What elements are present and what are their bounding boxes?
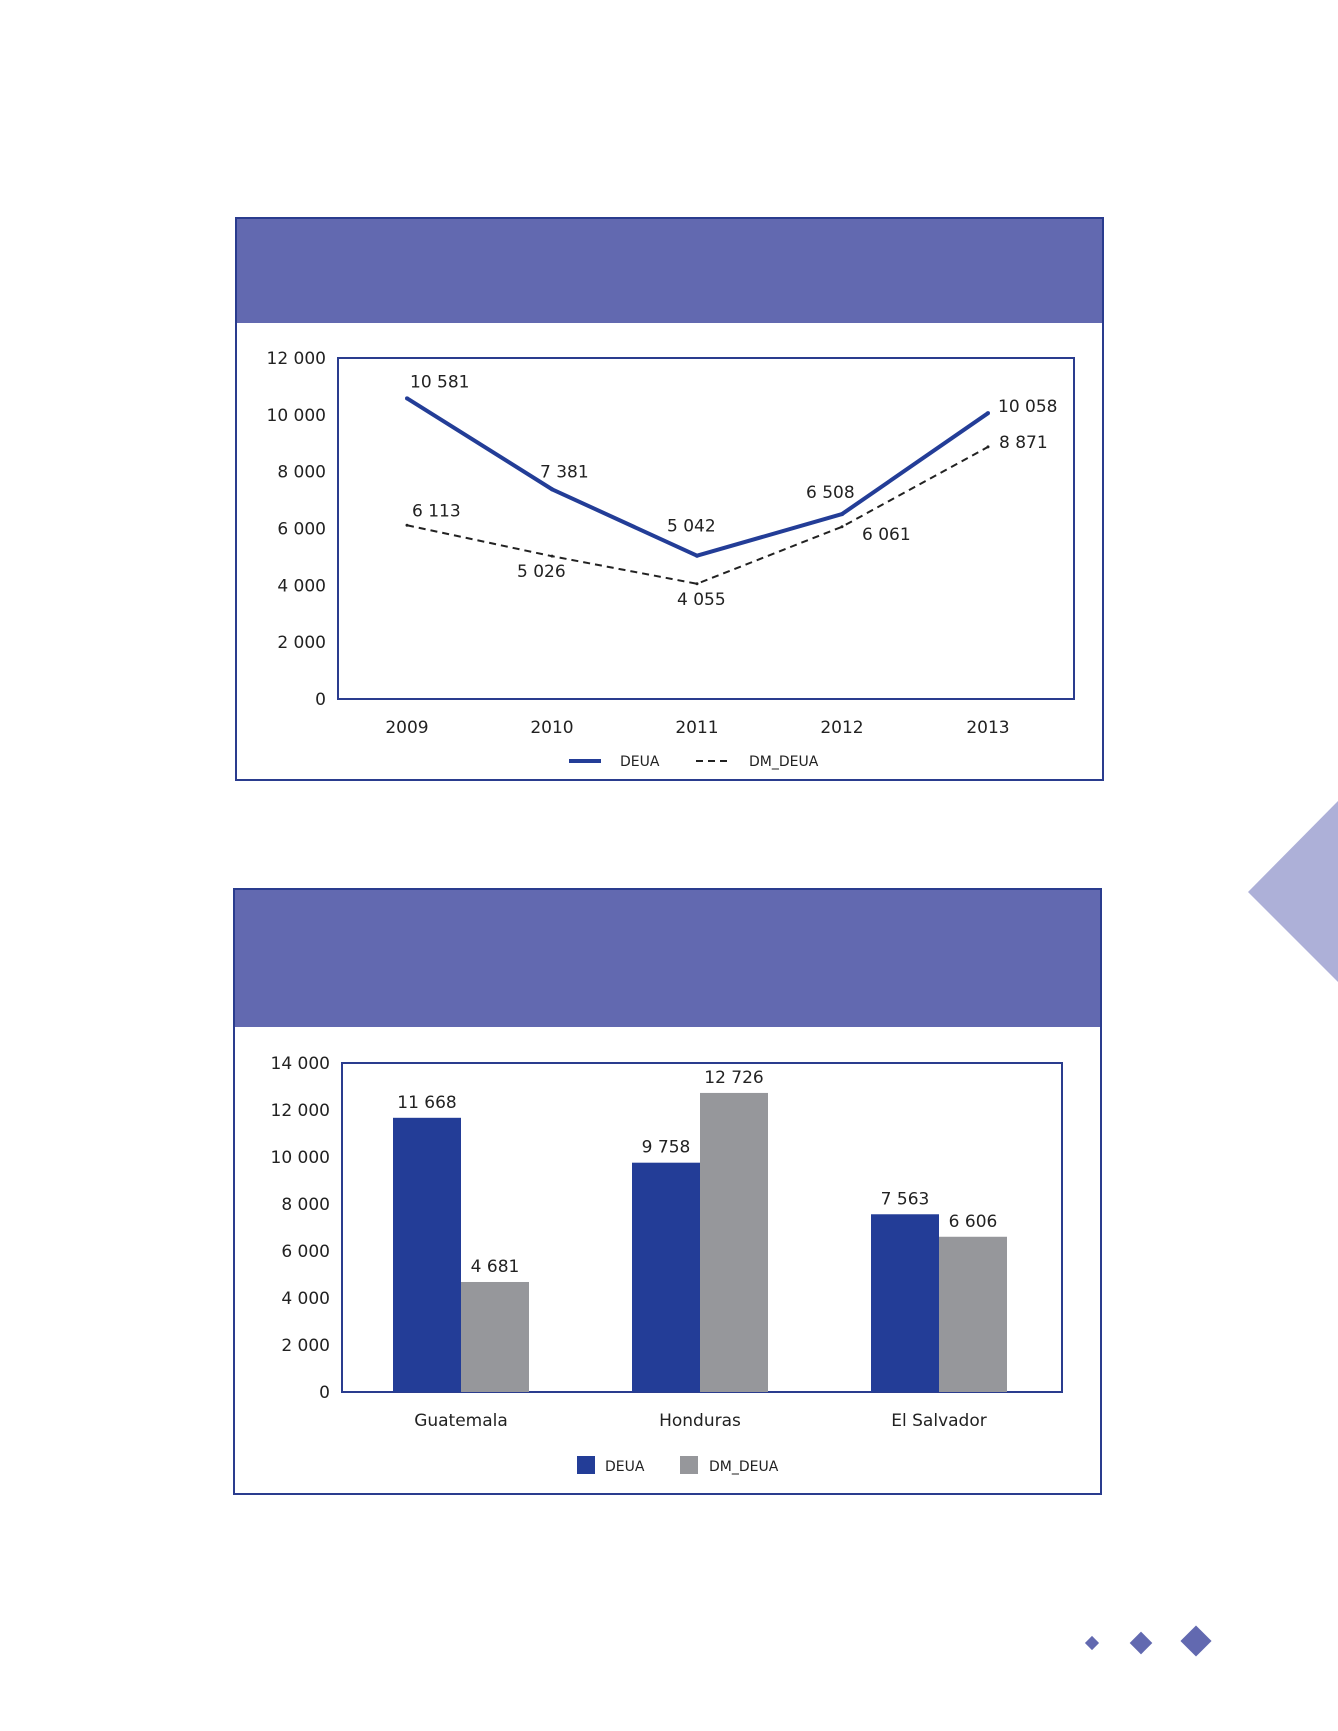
bar-chart-header-bar: [235, 890, 1100, 1027]
data-label-dm-deua: 6 113: [412, 501, 461, 521]
legend-label-deua: DEUA: [620, 754, 660, 770]
y-tick-label: 4 000: [277, 576, 326, 596]
data-point-dm-deua: [405, 523, 409, 527]
data-point-dm-deua: [986, 445, 990, 449]
line-chart-figure: 0 2 000 4 000 6 000 8 000 10 000 12 000 2009 201…: [235, 217, 1104, 781]
legend-label-dm-deua: DM_DEUA: [749, 754, 819, 770]
series-line-dm-deua: [406, 446, 989, 585]
data-point-deua: [840, 512, 844, 517]
data-label-deua: 9 758: [642, 1138, 691, 1158]
x-tick-label: El Salvador: [891, 1411, 986, 1431]
data-point-deua: [405, 396, 409, 401]
legend-label-dm-deua: DM_DEUA: [709, 1459, 779, 1475]
data-label-deua: 10 581: [410, 372, 469, 392]
y-tick-label: 10 000: [271, 1148, 330, 1168]
data-label-deua: 7 563: [881, 1189, 930, 1209]
legend-swatch-deua: [577, 1456, 595, 1474]
x-tick-label: 2010: [530, 718, 573, 738]
y-tick-label: 14 000: [271, 1054, 330, 1074]
y-tick-label: 12 000: [271, 1101, 330, 1121]
x-tick-label: 2009: [385, 718, 428, 738]
y-tick-label: 8 000: [281, 1195, 330, 1215]
bar-dm-deua: [700, 1092, 768, 1392]
bar-deua: [393, 1117, 461, 1392]
y-tick-label: 8 000: [277, 463, 326, 483]
data-label-dm-deua: 4 055: [677, 590, 726, 610]
bar-dm-deua: [461, 1281, 529, 1392]
data-point-deua: [695, 553, 699, 558]
line-chart-header-bar: [237, 219, 1102, 323]
legend-swatch-dm-deua: [680, 1456, 698, 1474]
x-tick-label: 2013: [966, 718, 1009, 738]
y-tick-label: 4 000: [281, 1289, 330, 1309]
x-tick-label: Guatemala: [414, 1411, 508, 1431]
data-point-deua: [986, 411, 990, 416]
y-tick-label: 0: [319, 1383, 330, 1403]
data-point-dm-deua: [840, 525, 844, 529]
legend-label-deua: DEUA: [605, 1459, 645, 1475]
data-label-deua: 10 058: [998, 397, 1057, 417]
plot-frame: [337, 357, 1075, 700]
y-tick-label: 6 000: [281, 1242, 330, 1262]
data-label-dm-deua: 4 681: [471, 1257, 520, 1277]
data-label-deua: 6 508: [806, 483, 855, 503]
data-label-deua: 7 381: [540, 462, 589, 482]
data-label-dm-deua: 8 871: [999, 433, 1048, 453]
bar-deua: [632, 1162, 700, 1392]
y-tick-label: 2 000: [281, 1336, 330, 1356]
x-tick-label: Honduras: [659, 1411, 741, 1431]
data-point-dm-deua: [550, 554, 554, 558]
y-tick-label: 10 000: [267, 406, 326, 426]
y-tick-label: 0: [315, 690, 326, 710]
x-tick-label: 2012: [820, 718, 863, 738]
data-label-deua: 5 042: [667, 517, 716, 537]
y-tick-label: 6 000: [277, 520, 326, 540]
y-tick-label: 2 000: [277, 633, 326, 653]
data-label-dm-deua: 6 061: [862, 525, 911, 545]
data-label-dm-deua: 12 726: [704, 1068, 763, 1088]
bar-chart: 0 2 000 4 000 6 000 8 000 10 000 12 000 14 000 G…: [271, 1054, 1063, 1475]
data-point-dm-deua: [695, 582, 699, 586]
bar-deua: [871, 1214, 939, 1392]
x-tick-label: 2011: [675, 718, 718, 738]
data-label-dm-deua: 5 026: [517, 562, 566, 582]
bar-chart-figure: 0 2 000 4 000 6 000 8 000 10 000 12 000 14 000 G…: [233, 888, 1102, 1495]
bar-dm-deua: [939, 1236, 1007, 1392]
y-tick-label: 12 000: [267, 349, 326, 369]
data-label-deua: 11 668: [397, 1093, 456, 1113]
data-point-deua: [550, 487, 554, 492]
data-label-dm-deua: 6 606: [949, 1212, 998, 1232]
line-chart: 0 2 000 4 000 6 000 8 000 10 000 12 000 2009 201…: [267, 349, 1075, 770]
